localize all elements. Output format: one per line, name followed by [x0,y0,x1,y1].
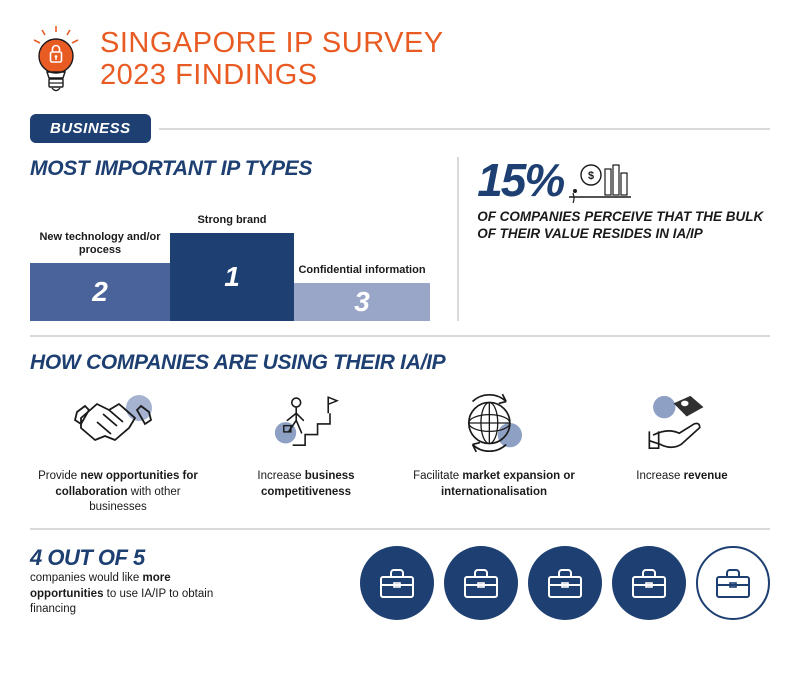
usage-item: Increase revenue [594,387,770,516]
bottom-text: 4 OUT OF 5 companies would like more opp… [30,547,237,618]
usage-icon [30,387,206,459]
podium-label: New technology and/or process [30,231,170,257]
usage-caption: Facilitate market expansion or internati… [406,469,582,500]
bottom-subtext: companies would like more opportunities … [30,571,237,618]
finance-icon: $ [569,157,631,205]
stat-text: OF COMPANIES PERCEIVE THAT THE BULK OF T… [477,209,770,243]
podium-block: 2 [30,263,170,321]
usage-title: HOW COMPANIES ARE USING THEIR IA/IP [30,351,770,375]
section-tag-row: BUSINESS [30,114,770,143]
ip-types-panel: MOST IMPORTANT IP TYPES New technology a… [30,157,459,321]
usage-item: Facilitate market expansion or internati… [406,387,582,516]
ip-types-title: MOST IMPORTANT IP TYPES [30,157,439,181]
business-tag: BUSINESS [30,114,151,143]
briefcase-filled-icon [612,546,686,620]
usage-item: Increase business competitiveness [218,387,394,516]
podium-column: Confidential information 3 [294,264,430,321]
briefcase-empty-icon [696,546,770,620]
stat-percent: 15% [477,157,563,203]
header: SINGAPORE IP SURVEY2023 FINDINGS [30,24,770,96]
usage-caption: Provide new opportunities for collaborat… [30,469,206,516]
usage-caption: Increase revenue [594,469,770,485]
bottom-headline: 4 OUT OF 5 [30,547,237,569]
podium-column: Strong brand 1 [170,214,294,321]
usage-grid: Provide new opportunities for collaborat… [30,387,770,516]
stat-panel: 15% $ OF COMPANIES PERCEIVE THAT THE BUL… [459,157,770,321]
usage-item: Provide new opportunities for collaborat… [30,387,206,516]
podium-chart: New technology and/or process2Strong bra… [30,193,439,321]
divider [30,335,770,337]
podium-column: New technology and/or process 2 [30,231,170,321]
briefcase-filled-icon [444,546,518,620]
podium-block: 3 [294,283,430,321]
main-title: SINGAPORE IP SURVEY2023 FINDINGS [100,28,444,92]
usage-caption: Increase business competitiveness [218,469,394,500]
bottom-section: 4 OUT OF 5 companies would like more opp… [30,546,770,620]
briefcase-filled-icon [360,546,434,620]
divider [30,528,770,530]
svg-text:$: $ [588,170,594,182]
usage-icon [218,387,394,459]
podium-block: 1 [170,233,294,321]
briefcase-row [255,546,770,620]
top-section: MOST IMPORTANT IP TYPES New technology a… [30,157,770,321]
podium-label: Confidential information [298,264,425,277]
briefcase-filled-icon [528,546,602,620]
lightbulb-lock-icon [30,24,82,96]
podium-label: Strong brand [197,214,266,227]
usage-icon [406,387,582,459]
tag-divider [159,128,770,130]
usage-icon [594,387,770,459]
